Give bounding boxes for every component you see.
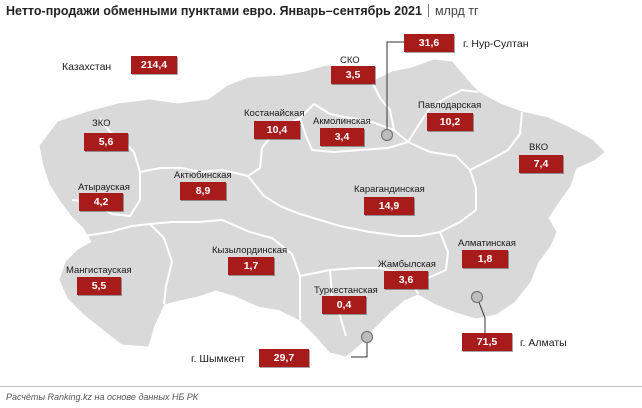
- shymkent-marker: [360, 330, 374, 344]
- region-value-kyzylorda: 1,7: [228, 257, 274, 275]
- city-value-shymkent: 29,7: [259, 349, 309, 367]
- source-footnote: Расчёты Ranking.kz на основе данных НБ Р…: [6, 392, 199, 402]
- region-value-mangystau: 5,5: [77, 277, 121, 295]
- region-value-atyrau: 4,2: [79, 193, 123, 211]
- region-label-turkestan: Туркестанская: [314, 285, 378, 296]
- region-label-pavlodar: Павлодарская: [418, 100, 482, 111]
- region-label-akmola: Акмолинская: [313, 116, 371, 127]
- nur-sultan-marker: [380, 128, 394, 142]
- region-label-vko: ВКО: [529, 142, 549, 153]
- total-value: 214,4: [131, 56, 177, 74]
- region-value-karaganda: 14,9: [364, 197, 414, 215]
- chart-title: Нетто-продажи обменными пунктами евро. Я…: [6, 4, 479, 20]
- region-value-akmola: 3,4: [320, 128, 364, 146]
- region-label-kostanay: Костанайская: [244, 108, 305, 119]
- region-label-mangystau: Мангистауская: [66, 265, 132, 276]
- title-text: Нетто-продажи обменными пунктами евро. Я…: [6, 4, 422, 18]
- region-value-pavlodar: 10,2: [427, 113, 473, 131]
- region-label-karaganda: Карагандинская: [354, 184, 425, 195]
- footer-divider: [0, 386, 642, 387]
- city-value-nur-sultan: 31,6: [404, 34, 454, 52]
- almaty-marker: [470, 290, 484, 304]
- region-value-sko: 3,5: [331, 66, 375, 84]
- region-label-kyzylorda: Кызылординская: [212, 245, 288, 256]
- leader-lines: [351, 41, 486, 358]
- region-value-turkestan: 0,4: [322, 296, 366, 314]
- city-value-almaty: 71,5: [462, 333, 512, 351]
- region-value-zko: 5,6: [84, 133, 128, 151]
- region-value-kostanay: 10,4: [254, 121, 300, 139]
- unit-text: млрд тг: [434, 4, 479, 18]
- region-label-almaty-region: Алматинская: [458, 238, 516, 249]
- title-separator: [427, 4, 429, 17]
- region-label-aktobe: Актюбинская: [174, 170, 232, 181]
- caspian-bay: [36, 226, 78, 262]
- city-label-almaty: г. Алматы: [520, 337, 567, 349]
- region-value-aktobe: 8,9: [180, 182, 226, 200]
- region-value-almaty-region: 1,8: [462, 250, 508, 268]
- region-label-zko: ЗКО: [92, 118, 111, 129]
- total-label: Казахстан: [62, 61, 112, 73]
- region-label-atyrau: Атырауская: [78, 182, 130, 193]
- region-value-vko: 7,4: [519, 155, 563, 173]
- region-label-sko: СКО: [340, 55, 360, 66]
- city-label-nur-sultan: г. Нур-Султан: [463, 38, 529, 50]
- region-label-zhambyl: Жамбылская: [378, 259, 436, 270]
- region-value-zhambyl: 3,6: [384, 271, 428, 289]
- city-label-shymkent: г. Шымкент: [191, 353, 245, 365]
